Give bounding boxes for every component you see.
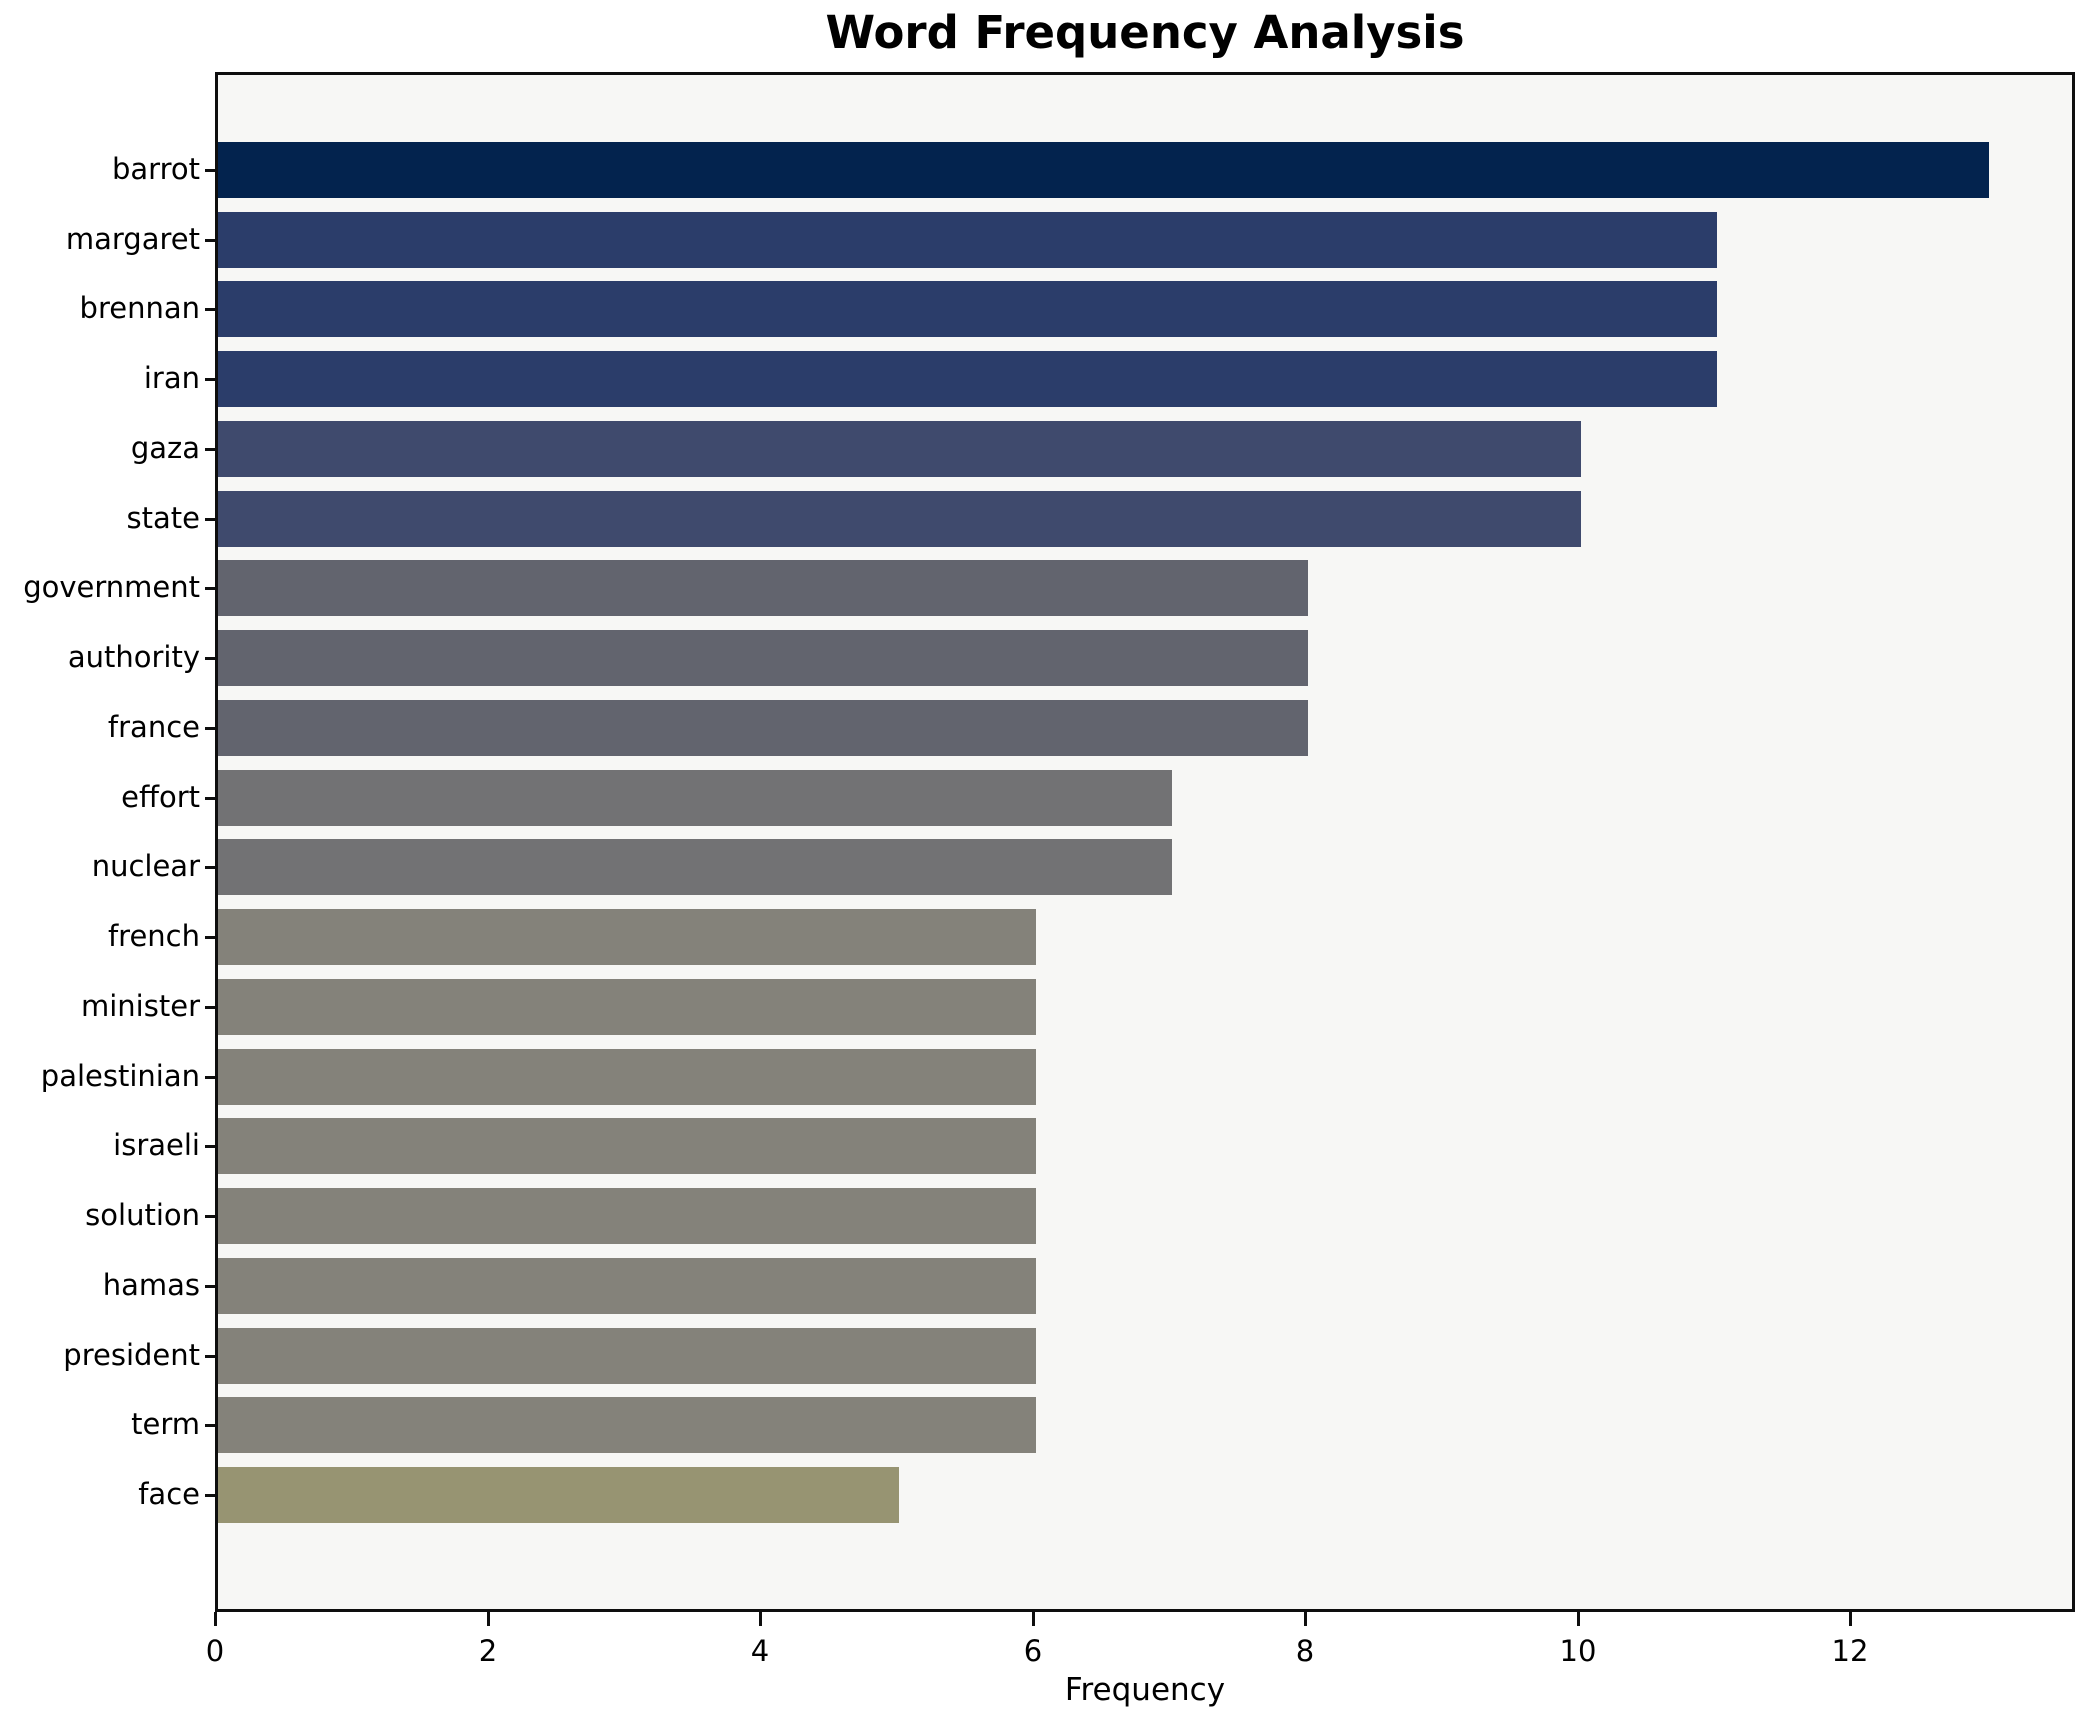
y-tick-mark [205, 936, 215, 939]
y-tick-mark [205, 727, 215, 730]
y-tick-label-israeli: israeli [113, 1128, 200, 1162]
bar-minister [218, 978, 1036, 1035]
y-tick-mark [205, 308, 215, 311]
bar-france [218, 699, 1308, 756]
y-tick-mark [205, 1006, 215, 1009]
x-tick-mark [1849, 1612, 1852, 1626]
bar-term [218, 1397, 1036, 1454]
y-tick-label-authority: authority [67, 640, 200, 674]
bar-palestinian [218, 1048, 1036, 1105]
y-tick-label-france: france [107, 710, 200, 744]
y-tick-label-gaza: gaza [130, 431, 200, 465]
y-tick-label-government: government [23, 570, 200, 604]
y-tick-mark [205, 169, 215, 172]
bar-government [218, 560, 1308, 617]
x-tick-mark [1032, 1612, 1035, 1626]
y-tick-label-hamas: hamas [102, 1268, 200, 1302]
bar-barrot [218, 142, 1989, 198]
x-tick-label-12: 12 [1831, 1634, 1869, 1668]
y-tick-label-barrot: barrot [112, 152, 200, 186]
bar-iran [218, 351, 1717, 408]
y-tick-label-minister: minister [81, 989, 200, 1023]
y-tick-label-solution: solution [85, 1198, 200, 1232]
bar-effort [218, 769, 1172, 826]
x-tick-label-6: 6 [1023, 1634, 1043, 1668]
y-tick-label-face: face [138, 1477, 200, 1511]
bar-gaza [218, 420, 1581, 477]
y-tick-label-brennan: brennan [79, 291, 200, 325]
y-tick-mark [205, 587, 215, 590]
x-tick-mark [214, 1612, 217, 1626]
x-tick-label-10: 10 [1559, 1634, 1597, 1668]
bar-israeli [218, 1118, 1036, 1175]
y-tick-label-term: term [131, 1407, 200, 1441]
y-tick-mark [205, 1145, 215, 1148]
chart-title: Word Frequency Analysis [825, 6, 1465, 59]
y-tick-label-iran: iran [143, 361, 200, 395]
bar-authority [218, 630, 1308, 687]
y-tick-label-french: french [107, 919, 200, 953]
y-tick-mark [205, 1424, 215, 1427]
y-tick-mark [205, 866, 215, 869]
y-tick-mark [205, 1355, 215, 1358]
y-tick-mark [205, 378, 215, 381]
y-tick-mark [205, 1076, 215, 1079]
y-tick-mark [205, 657, 215, 660]
x-axis-label: Frequency [1064, 1672, 1226, 1708]
bar-brennan [218, 281, 1717, 338]
x-tick-label-4: 4 [750, 1634, 770, 1668]
bar-state [218, 490, 1581, 547]
y-tick-mark [205, 1215, 215, 1218]
y-tick-label-margaret: margaret [65, 222, 200, 256]
bar-margaret [218, 211, 1717, 268]
x-tick-mark [1304, 1612, 1307, 1626]
y-tick-label-nuclear: nuclear [91, 849, 200, 883]
y-tick-mark [205, 1285, 215, 1288]
plot-area [215, 72, 2075, 1612]
x-tick-label-0: 0 [205, 1634, 225, 1668]
y-tick-label-state: state [126, 501, 200, 535]
x-tick-label-2: 2 [478, 1634, 498, 1668]
y-tick-mark [205, 518, 215, 521]
x-tick-mark [1577, 1612, 1580, 1626]
y-tick-mark [205, 448, 215, 451]
y-tick-label-president: president [63, 1338, 200, 1372]
x-tick-label-8: 8 [1295, 1634, 1315, 1668]
y-tick-mark [205, 797, 215, 800]
y-tick-mark [205, 1494, 215, 1497]
bar-solution [218, 1188, 1036, 1245]
x-tick-mark [487, 1612, 490, 1626]
bar-nuclear [218, 839, 1172, 896]
y-tick-mark [205, 239, 215, 242]
y-tick-label-palestinian: palestinian [40, 1059, 200, 1093]
bar-face [218, 1467, 899, 1524]
bar-president [218, 1327, 1036, 1384]
bar-french [218, 909, 1036, 966]
x-tick-mark [759, 1612, 762, 1626]
y-tick-label-effort: effort [121, 780, 200, 814]
bar-hamas [218, 1257, 1036, 1314]
